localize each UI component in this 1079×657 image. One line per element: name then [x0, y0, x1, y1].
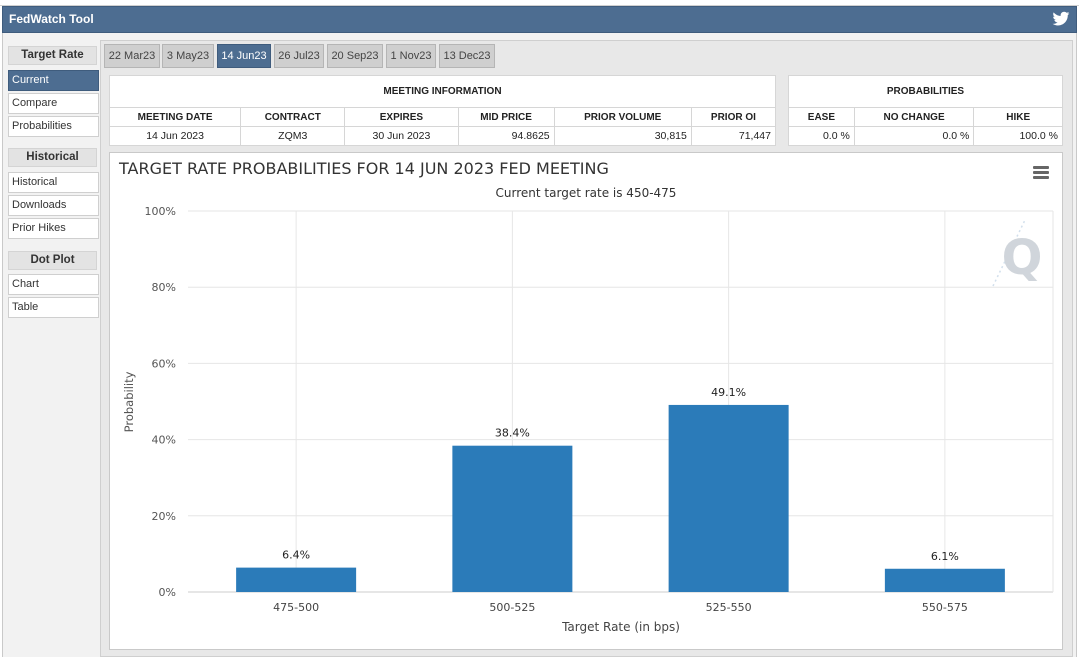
top-strip [0, 0, 1079, 6]
chart-panel [109, 152, 1063, 650]
y-tick-label: 40% [152, 434, 176, 447]
y-tick-label: 20% [152, 510, 176, 523]
y-tick-label: 80% [152, 281, 176, 294]
sidebar-item-compare[interactable]: Compare [8, 93, 99, 114]
sidebar-heading-dot-plot: Dot Plot [8, 251, 97, 270]
cell-no-change: 0.0 % [853, 126, 975, 146]
tab-13-dec23[interactable]: 13 Dec23 [439, 44, 495, 68]
x-tick-label: 475-500 [273, 601, 319, 614]
cell-mid-price: 94.8625 [457, 126, 555, 146]
sidebar-item-table[interactable]: Table [8, 297, 99, 318]
q-watermark-logo: Q [992, 219, 1043, 287]
meeting-info-table: MEETING INFORMATION MEETING DATE CONTRAC… [108, 75, 777, 146]
sidebar-item-historical[interactable]: Historical [8, 172, 99, 193]
tab-1-nov23[interactable]: 1 Nov23 [386, 44, 436, 68]
watermark-letter: Q [1002, 230, 1043, 286]
data-label: 6.4% [282, 549, 310, 562]
data-label: 38.4% [495, 427, 530, 440]
cell-expires: 30 Jun 2023 [344, 126, 459, 146]
bar-550-575 [884, 568, 1005, 592]
x-tick-label: 525-550 [706, 601, 752, 614]
x-tick-label: 500-525 [489, 601, 535, 614]
x-tick-label: 550-575 [922, 601, 968, 614]
tab-20-sep23[interactable]: 20 Sep23 [327, 44, 383, 68]
cell-hike: 100.0 % [973, 126, 1063, 146]
y-tick-label: 100% [145, 205, 176, 218]
sidebar-item-chart[interactable]: Chart [8, 274, 99, 295]
chart-subtitle: Current target rate is 450-475 [496, 186, 677, 200]
cell-contract: ZQM3 [240, 126, 346, 146]
tab-22-mar23[interactable]: 22 Mar23 [104, 44, 160, 68]
y-axis-label: Probability [122, 371, 136, 432]
cell-prior-oi: 71,447 [690, 126, 777, 146]
chart-title: TARGET RATE PROBABILITIES FOR 14 JUN 202… [118, 159, 609, 178]
sidebar-item-downloads[interactable]: Downloads [8, 195, 99, 216]
tab-26-jul23[interactable]: 26 Jul23 [274, 44, 324, 68]
bar-525-550 [668, 404, 789, 592]
bar-500-525 [452, 445, 573, 592]
sidebar-heading-target-rate: Target Rate [8, 46, 97, 65]
sidebar-heading-historical: Historical [8, 148, 97, 167]
bar-475-500 [236, 567, 357, 592]
sidebar-item-probabilities[interactable]: Probabilities [8, 116, 99, 137]
data-label: 49.1% [711, 386, 746, 399]
sidebar-item-current[interactable]: Current [8, 70, 99, 91]
cell-ease: 0.0 % [788, 126, 855, 146]
twitter-bird-icon[interactable] [1052, 11, 1070, 27]
x-axis-label: Target Rate (in bps) [561, 620, 680, 634]
data-label: 6.1% [931, 550, 959, 563]
tab-3-may23[interactable]: 3 May23 [162, 44, 214, 68]
cell-prior-volume: 30,815 [553, 126, 692, 146]
y-tick-label: 0% [159, 586, 176, 599]
probabilities-table: PROBABILITIES EASE NO CHANGE HIKE 0.0 % … [788, 75, 1063, 146]
tab-14-jun23[interactable]: 14 Jun23 [217, 44, 271, 68]
sidebar-item-prior-hikes[interactable]: Prior Hikes [8, 218, 99, 239]
title-bar: FedWatch Tool [2, 6, 1077, 33]
hamburger-menu-icon[interactable] [1033, 166, 1051, 180]
y-tick-label: 60% [152, 357, 176, 370]
app-title: FedWatch Tool [9, 12, 94, 26]
